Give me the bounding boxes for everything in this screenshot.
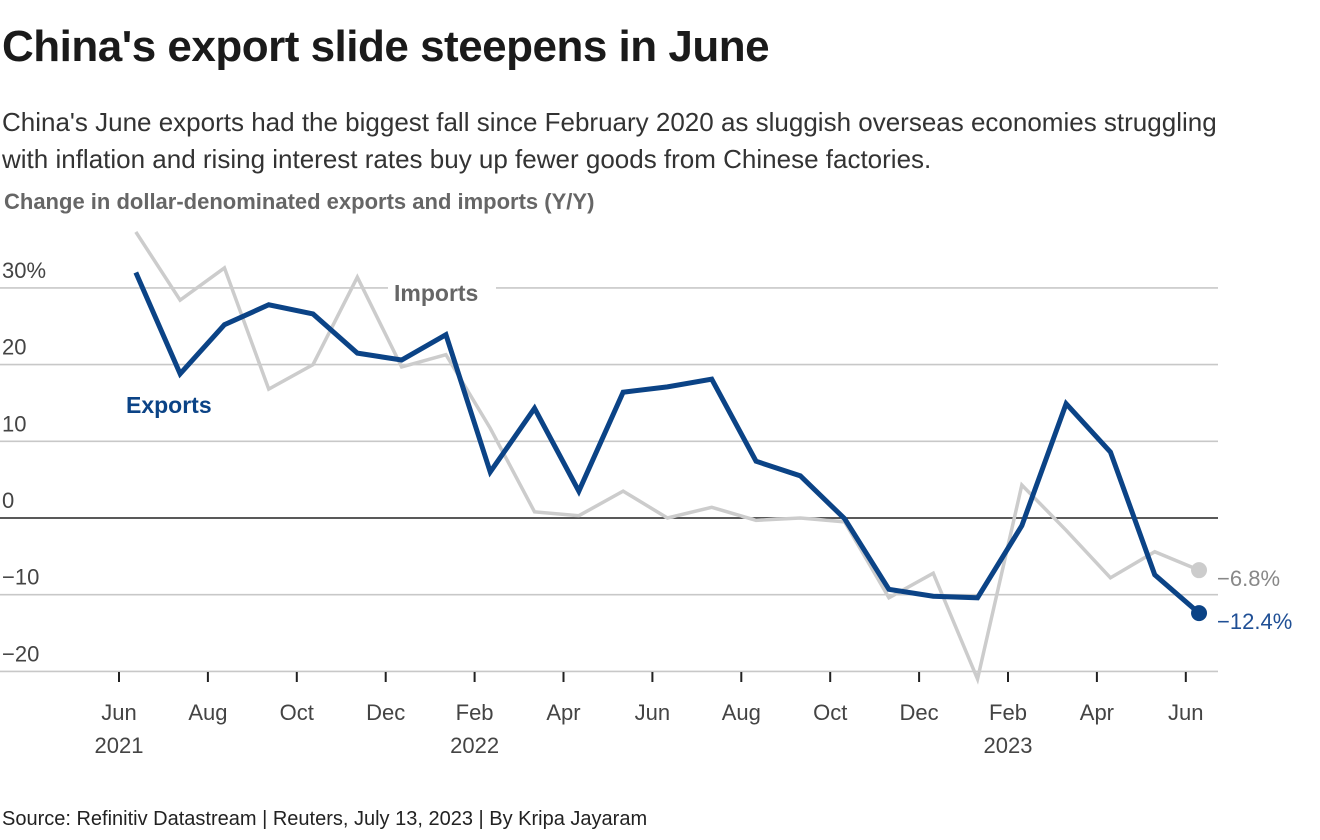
end-value-label: −6.8%: [1217, 566, 1280, 591]
x-tick-label: Aug: [722, 700, 761, 725]
x-tick-label: Dec: [900, 700, 939, 725]
y-tick-label: −20: [2, 641, 39, 666]
x-tick-label: Apr: [546, 700, 580, 725]
x-tick-label: Jun: [635, 700, 670, 725]
x-tick-label: Feb: [456, 700, 494, 725]
y-tick-label: 10: [2, 411, 26, 436]
y-tick-label: 30%: [2, 258, 46, 283]
x-tick-label: Dec: [366, 700, 405, 725]
x-tick-label: Apr: [1080, 700, 1114, 725]
series-line-exports: [133, 271, 1201, 615]
end-point-imports: [1191, 562, 1208, 579]
y-tick-label: 20: [2, 335, 26, 360]
series-label-exports: Exports: [126, 392, 212, 418]
label-background: [388, 278, 496, 308]
x-tick-label: Jun: [1168, 700, 1203, 725]
x-tick-label: Feb: [989, 700, 1027, 725]
x-tick-label: Jun: [101, 700, 136, 725]
chart-subtitle: China's June exports had the biggest fal…: [2, 107, 1217, 174]
x-tick-year: 2022: [450, 733, 499, 758]
series-line-imports: [134, 230, 1200, 685]
end-point-exports: [1191, 605, 1208, 622]
chart-title: China's export slide steepens in June: [2, 22, 770, 71]
x-tick-label: Aug: [188, 700, 227, 725]
x-tick-label: Oct: [813, 700, 847, 725]
series-label-imports: Imports: [394, 280, 478, 306]
y-axis-label: Change in dollar-denominated exports and…: [4, 189, 595, 214]
source-note: Source: Refinitiv Datastream | Reuters, …: [2, 808, 648, 830]
end-value-label: −12.4%: [1217, 609, 1292, 634]
x-tick-year: 2021: [95, 733, 144, 758]
x-tick-label: Oct: [280, 700, 314, 725]
y-tick-label: −10: [2, 565, 39, 590]
line-chart: 30% 20 10 0 −10 −20 Jun 2021 Aug Oct Dec Feb 2022 Apr…: [0, 230, 1292, 758]
y-tick-label: 0: [2, 488, 14, 513]
x-tick-year: 2023: [984, 733, 1033, 758]
